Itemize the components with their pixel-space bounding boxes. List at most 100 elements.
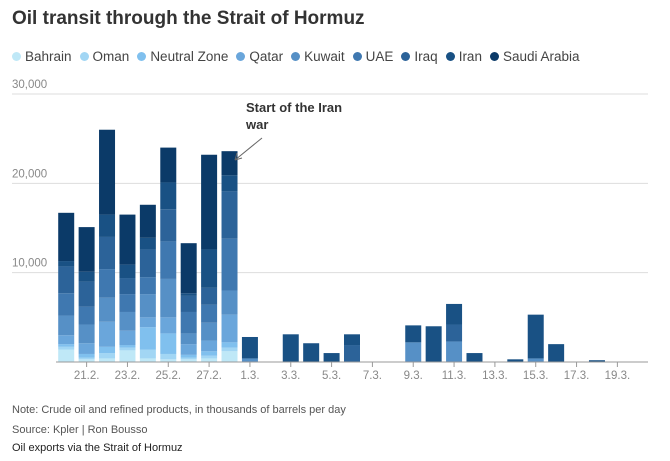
bar-segment [58, 293, 75, 316]
bar-segment [78, 343, 95, 354]
bar-segment [160, 278, 177, 318]
bar-segment [99, 353, 116, 359]
annotation-line: Start of the Iran [246, 100, 342, 115]
x-tick-label: 17.3. [564, 370, 590, 382]
legend-swatch [137, 52, 147, 61]
bar-segment [527, 314, 544, 359]
bar-segment [160, 353, 177, 360]
bar-segment [119, 294, 136, 312]
legend-swatch [12, 52, 21, 61]
legend-swatch [291, 52, 301, 61]
bar-segment [58, 346, 75, 350]
bar-segment [78, 324, 95, 344]
bar-segment [78, 357, 95, 360]
bar-segment [221, 175, 238, 192]
bar-segment [344, 345, 360, 362]
caption: Oil exports via the Strait of Hormuz [12, 442, 183, 454]
bar-segment [160, 209, 177, 242]
bar-segment [303, 343, 320, 362]
bar-segment [139, 294, 156, 318]
bar-segment [160, 359, 177, 362]
bar-segment [180, 295, 197, 312]
bar-segment [139, 204, 156, 238]
bar-segment [425, 326, 442, 362]
bar-segment [344, 334, 360, 346]
bar-segment [160, 147, 177, 183]
bar-segment [221, 347, 238, 352]
bar-segment [78, 227, 95, 272]
x-tick-label: 5.3. [322, 370, 341, 382]
bar-segment [58, 212, 75, 262]
y-tick-label: 30,000 [12, 79, 47, 91]
legend-item: Oman [79, 49, 129, 64]
legend-item: Neutral Zone [137, 49, 228, 64]
bar-segment [160, 182, 177, 210]
annotation: Start of the Iran war [245, 100, 342, 132]
x-tick-label: 11.3. [442, 370, 467, 382]
bar-segment [99, 346, 116, 354]
bar-segment [160, 317, 177, 334]
legend-swatch [489, 52, 499, 61]
bar-segment [405, 342, 422, 362]
bar-segment [180, 311, 197, 334]
legend-swatch [79, 52, 89, 61]
bar-segment [119, 278, 136, 295]
legend-label: Qatar [249, 49, 284, 64]
bar-segment [139, 317, 156, 328]
bar-segment [221, 314, 238, 343]
bar-segment [221, 191, 238, 239]
bar-segment [180, 243, 197, 294]
bar-segment [241, 336, 258, 359]
bar-segment [221, 151, 238, 176]
bar-segment [119, 311, 136, 331]
bar-segment [201, 304, 218, 323]
bar-segment [201, 358, 218, 362]
bar-segment [58, 315, 75, 336]
bar-segment [527, 358, 544, 362]
bar-segment [446, 341, 463, 362]
legend-label: UAE [365, 49, 394, 64]
chart: 10,000 20,000 30,000 21.2. 23.2. 25.2. 27.2. 1.… [12, 79, 648, 382]
bar-segment [180, 359, 197, 362]
x-tick-label: 1.3. [240, 370, 259, 382]
x-tick-label: 7.3. [363, 370, 382, 382]
bar-segment [58, 344, 75, 347]
bar-segment [180, 354, 197, 358]
bar-segment [282, 334, 299, 362]
legend-item: Bahrain [12, 49, 72, 64]
bar-segment [99, 214, 116, 237]
bar-segment [139, 327, 156, 350]
bar-segment [201, 249, 218, 288]
bar-segment [160, 241, 177, 279]
x-tick-label: 21.2. [74, 370, 100, 382]
x-tick-label: 27.2. [196, 370, 222, 382]
legend-label: Saudi Arabia [502, 49, 580, 64]
note: Note: Crude oil and refined products, in… [12, 404, 346, 416]
legend-swatch [445, 52, 455, 61]
bar-segment [119, 345, 136, 348]
bar-segment [323, 353, 340, 362]
bar-segment [58, 335, 75, 345]
x-tick-label: 23.2. [115, 370, 141, 382]
legend-item: Kuwait [291, 49, 345, 64]
bar-segment [507, 359, 524, 362]
legend-item: Iraq [401, 49, 438, 64]
source: Source: Kpler | Ron Bousso [12, 424, 148, 436]
bar-segment [201, 340, 218, 352]
annotation-arrowhead [234, 152, 243, 161]
legend-swatch [401, 52, 411, 61]
x-tick-label: 25.2. [155, 370, 181, 382]
legend-label: Kuwait [304, 49, 345, 64]
bar-segment [139, 349, 156, 359]
legend: Bahrain Oman Neutral Zone Qatar Kuwait UAE Ira… [12, 49, 580, 64]
y-tick-label: 20,000 [12, 168, 47, 180]
x-tick-label: 3.3. [281, 370, 300, 382]
legend-swatch [352, 52, 362, 61]
bar-segment [119, 214, 136, 265]
bar-segment [58, 261, 75, 267]
bar-segment [588, 360, 605, 362]
bar-segment [201, 287, 218, 305]
bar-segment [201, 154, 218, 250]
annotation-arrow [234, 137, 263, 161]
